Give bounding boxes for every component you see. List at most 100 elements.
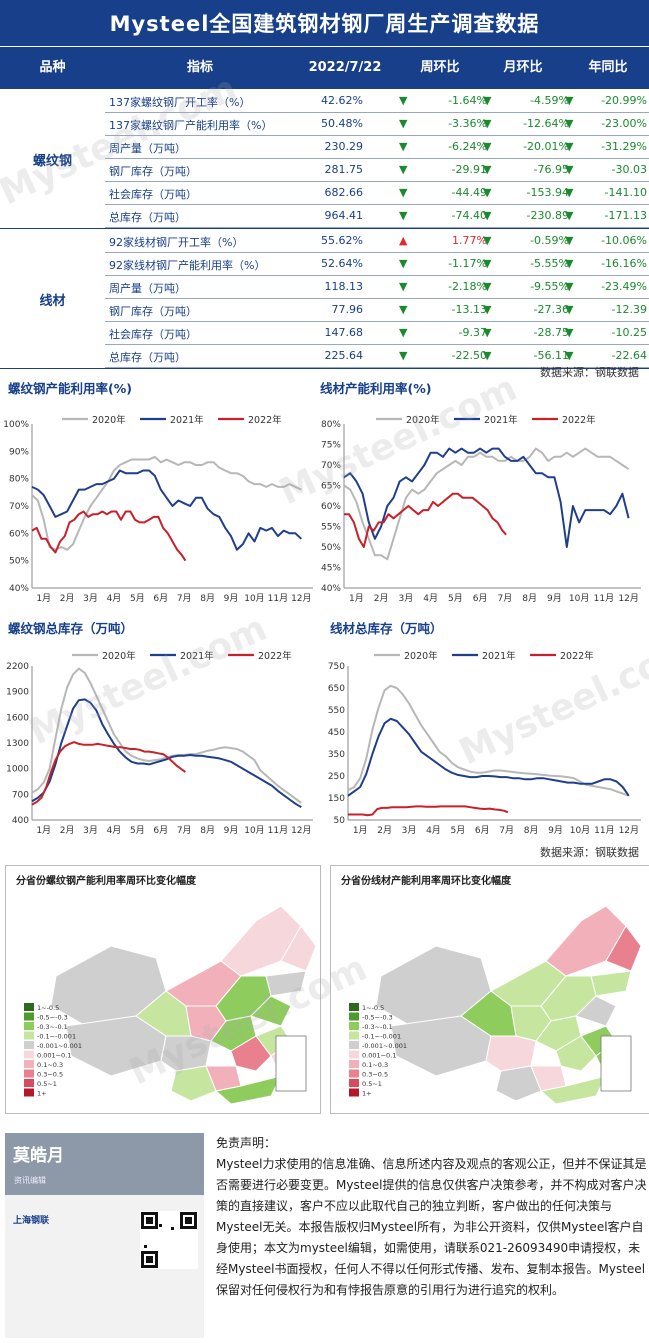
x-tick-label: 12月	[619, 825, 639, 836]
down-triangle-icon: ▼	[399, 140, 408, 153]
y-tick-label: 45%	[321, 564, 341, 574]
y-tick-label: 40%	[9, 584, 29, 594]
province-region	[230, 1035, 272, 1072]
legend-color-key	[349, 1069, 359, 1078]
legend-label: 2020年	[102, 650, 136, 662]
legend-label: 2022年	[562, 414, 596, 426]
legend-label: 2022年	[258, 650, 292, 662]
legend-color-key	[24, 1050, 34, 1059]
y-tick-label: 400	[12, 816, 29, 826]
legend-color-key	[24, 1041, 34, 1049]
down-triangle-icon: ▼	[565, 94, 574, 107]
x-tick-label: 2月	[60, 593, 75, 604]
map-legend-label: 1+	[37, 1090, 47, 1098]
yoy-cell: -30.03	[611, 163, 647, 176]
header-yoy: 年同比	[588, 60, 628, 75]
legend-label: 2021年	[484, 414, 518, 426]
wow-cell: -9.37	[458, 326, 487, 339]
china-map-wire: 1~-0.5 -0.5~-0.3-0.3~-0.1 -0.1~-0.001-0.00…	[349, 905, 642, 1105]
legend-label: 2020年	[92, 414, 126, 426]
x-tick-label: 6月	[473, 593, 488, 604]
series-line-2021年	[31, 698, 302, 809]
down-triangle-icon: ▼	[483, 186, 492, 199]
legend-color-key	[349, 1088, 359, 1097]
yoy-cell: -10.06%	[601, 234, 647, 247]
group-divider	[0, 368, 649, 369]
indicator-cell: 钢厂库存（万吨）	[109, 305, 197, 318]
wow-cell: -44.49	[451, 186, 487, 199]
author-role: 资讯编辑	[14, 1176, 46, 1185]
indicator-cell: 137家螺纹钢厂开工率（%）	[109, 96, 251, 109]
table-row: 92家线材钢厂产能利用率（%） 52.64% ▼ -1.17% ▼ -5.55% ▼ -16.…	[105, 253, 649, 276]
y-tick-label: 100%	[3, 420, 29, 430]
x-tick-label: 5月	[448, 593, 463, 604]
author-banner: 莫皓月 资讯编辑	[5, 1133, 204, 1195]
x-tick-label: 6月	[153, 593, 168, 604]
map-legend-label: 0.5~1	[37, 1080, 57, 1088]
yoy-cell: -23.49%	[601, 280, 647, 293]
map-legend-label: -0.5~-0.3	[362, 1014, 393, 1022]
mom-cell: -5.55%	[530, 257, 569, 270]
mom-cell: -28.75	[533, 326, 569, 339]
x-tick-label: 10月	[570, 825, 590, 836]
indicator-cell: 92家线材钢厂产能利用率（%）	[109, 259, 266, 272]
indicator-cell: 92家线材钢厂开工率（%）	[109, 236, 244, 249]
x-tick-label: 4月	[107, 593, 122, 604]
value-cell: 42.62%	[321, 94, 363, 107]
wow-cell: -13.13	[451, 303, 487, 316]
map-legend-label: -0.1~-0.001	[362, 1033, 401, 1041]
x-tick-label: 10月	[244, 593, 264, 604]
legend-label: 2020年	[404, 650, 438, 662]
y-tick-label: 150	[328, 794, 345, 804]
map-legend-label: -0.3~-0.1	[362, 1023, 393, 1031]
province-region	[280, 925, 317, 972]
wire-province-map: 分省份线材产能利用率周环比变化幅度 1~-0.5 -0.5~-0.3 -0.3~-0…	[330, 865, 649, 1114]
table-row: 总库存（万吨） 225.64 ▼ -22.50 ▼ -56.11 ▼ -22.64	[105, 345, 649, 368]
x-tick-label: 7月	[498, 593, 513, 604]
map-legend-label: 0.3~0.5	[37, 1071, 63, 1079]
down-triangle-icon: ▼	[565, 186, 574, 199]
y-tick-label: 50	[334, 816, 346, 826]
y-tick-label: 1600	[6, 713, 29, 723]
down-triangle-icon: ▼	[399, 303, 408, 316]
y-tick-label: 50%	[9, 557, 29, 567]
table-row: 137家螺纹钢厂开工率（%） 42.62% ▼ -1.64% ▼ -4.59% ▼ -20.9…	[105, 90, 649, 113]
x-tick-label: 7月	[499, 825, 514, 836]
y-tick-label: 1000	[6, 765, 29, 775]
wow-cell: -1.17%	[448, 257, 487, 270]
yoy-cell: -23.00%	[601, 117, 647, 130]
y-tick-label: 40%	[321, 584, 341, 594]
value-cell: 118.13	[324, 280, 364, 293]
y-tick-label: 250	[328, 772, 345, 782]
legend-label: 2021年	[482, 650, 516, 662]
disclaimer: 免责声明： Mysteel力求使用的信息准确、信息所述内容及观点的客观公正，但并…	[216, 1133, 649, 1301]
qr-code-icon[interactable]	[140, 1211, 198, 1269]
x-tick-label: 2月	[60, 825, 75, 836]
legend-color-key	[24, 1022, 34, 1030]
yoy-cell: -171.13	[604, 209, 647, 222]
province-region	[265, 970, 307, 997]
series-line-2021年	[31, 469, 302, 551]
down-triangle-icon: ▼	[565, 303, 574, 316]
x-tick-label: 4月	[426, 825, 441, 836]
x-tick-label: 7月	[177, 593, 192, 604]
map-legend-label: -0.5~-0.3	[37, 1014, 68, 1022]
x-tick-label: 9月	[548, 825, 563, 836]
x-tick-label: 4月	[107, 825, 122, 836]
wow-cell: -2.18%	[448, 280, 487, 293]
south-china-sea-inset	[275, 1035, 307, 1092]
province-region	[160, 1035, 212, 1072]
legend-label: 2021年	[170, 414, 204, 426]
map-legend-label: 0.001~0.1	[362, 1052, 396, 1060]
x-tick-label: 1月	[36, 593, 51, 604]
mom-cell: -56.11	[533, 349, 569, 362]
wow-cell: 1.77%	[452, 234, 487, 247]
author-name: 莫皓月	[13, 1146, 64, 1166]
down-triangle-icon: ▼	[399, 163, 408, 176]
rebar-inventory-chart: 400 700 1000 1300 1600 1900 2200 1月 2月 3月 4月 5月 6月 7月…	[6, 650, 313, 836]
header-variety: 品种	[39, 60, 66, 75]
series-line-2020年	[31, 455, 302, 551]
header-mom: 月环比	[503, 60, 543, 75]
map-legend-label: 1~-0.5	[37, 1004, 59, 1012]
legend-color-key	[24, 1079, 34, 1087]
